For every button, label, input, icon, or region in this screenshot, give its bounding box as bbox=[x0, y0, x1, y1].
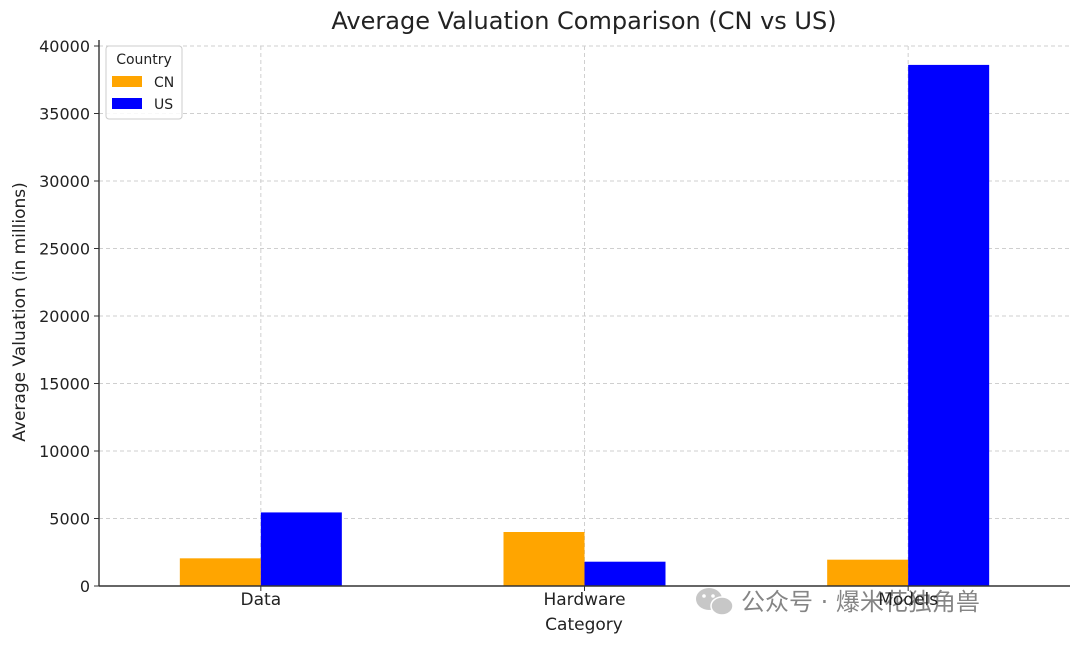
legend-label-cn: CN bbox=[154, 75, 174, 91]
y-tick-label: 40000 bbox=[39, 37, 90, 56]
bar-cn-models bbox=[827, 559, 909, 586]
bar-us-hardware bbox=[584, 561, 666, 586]
axes bbox=[94, 40, 1070, 591]
y-tick-label: 35000 bbox=[39, 105, 90, 124]
bar-us-data bbox=[260, 512, 342, 586]
watermark-text: 公众号 · 爆米花独角兽 bbox=[741, 588, 980, 616]
bar-us-models bbox=[908, 64, 990, 586]
bars bbox=[179, 64, 990, 586]
legend-swatch-us bbox=[112, 98, 142, 109]
legend-title: Country bbox=[116, 52, 172, 68]
tick-labels: 0 5000 10000 15000 20000 25000 30000 35000 40000… bbox=[39, 37, 938, 610]
x-tick-label: Models bbox=[878, 590, 938, 610]
legend: Country CN US bbox=[105, 45, 183, 120]
x-axis-label: Category bbox=[545, 615, 623, 635]
legend-swatch-cn bbox=[112, 76, 142, 87]
x-tick-label: Hardware bbox=[543, 590, 625, 610]
y-tick-label: 0 bbox=[80, 577, 90, 596]
chart-title: Average Valuation Comparison (CN vs US) bbox=[331, 7, 836, 35]
legend-label-us: US bbox=[154, 97, 173, 113]
y-tick-label: 5000 bbox=[49, 510, 90, 529]
y-tick-label: 30000 bbox=[39, 172, 90, 191]
wechat-icon bbox=[696, 588, 734, 616]
y-tick-label: 20000 bbox=[39, 307, 90, 326]
bar-cn-hardware bbox=[503, 532, 585, 586]
y-tick-label: 25000 bbox=[39, 240, 90, 259]
y-axis-label: Average Valuation (in millions) bbox=[10, 182, 30, 441]
bar-cn-data bbox=[179, 558, 261, 586]
y-tick-label: 15000 bbox=[39, 375, 90, 394]
y-tick-label: 10000 bbox=[39, 442, 90, 461]
x-tick-label: Data bbox=[241, 590, 282, 610]
watermark: 公众号 · 爆米花独角兽 bbox=[696, 588, 980, 616]
